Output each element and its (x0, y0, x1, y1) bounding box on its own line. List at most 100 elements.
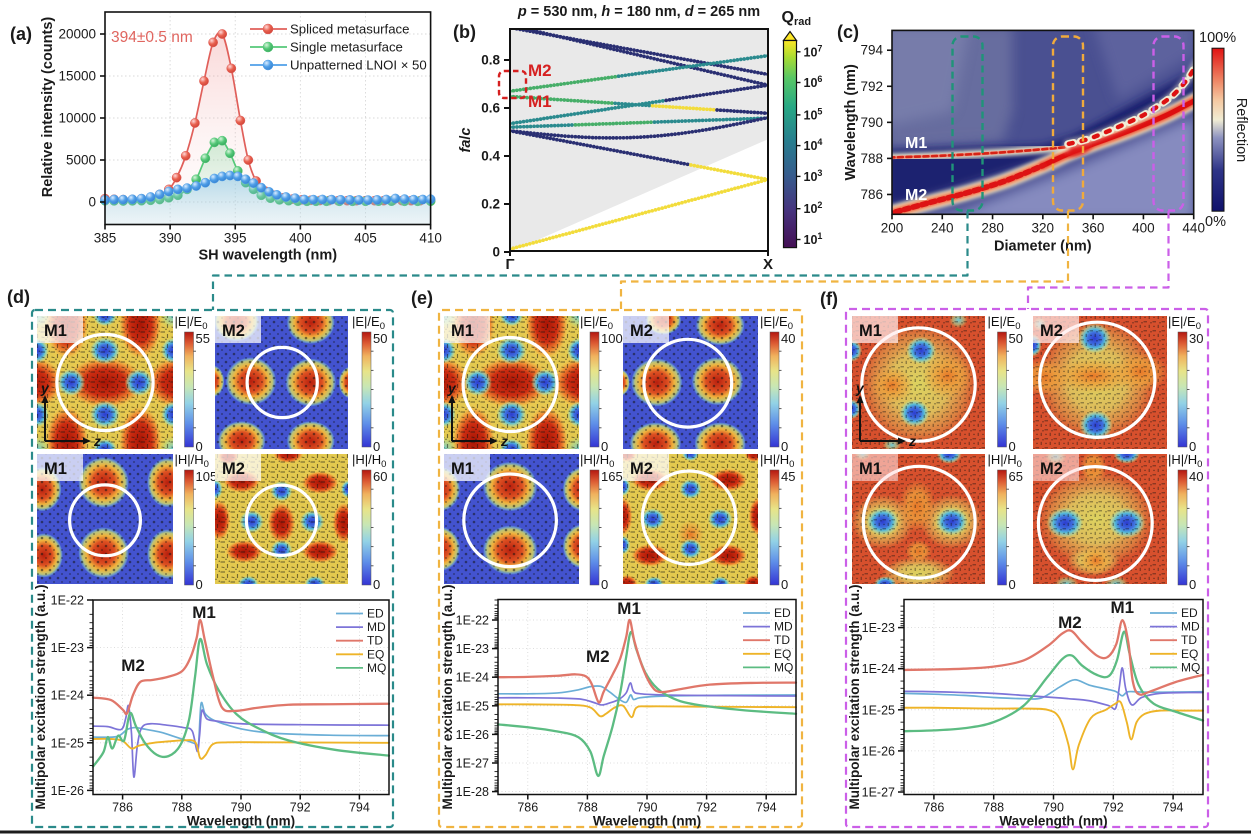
svg-text:1E-28: 1E-28 (456, 785, 489, 799)
svg-text:X: X (763, 256, 773, 273)
svg-text:M1: M1 (451, 322, 474, 340)
svg-text:Reflection: Reflection (1233, 98, 1249, 162)
svg-text:Γ: Γ (505, 256, 514, 273)
svg-text:5000: 5000 (66, 153, 96, 168)
svg-text:ED: ED (367, 607, 384, 621)
svg-text:EQ: EQ (367, 647, 384, 661)
svg-text:0: 0 (373, 439, 380, 454)
svg-text:65: 65 (1009, 469, 1023, 484)
svg-text:1E-26: 1E-26 (51, 784, 84, 798)
svg-text:1E-25: 1E-25 (862, 703, 895, 717)
svg-text:10000: 10000 (58, 111, 96, 126)
svg-text:105: 105 (196, 469, 218, 484)
svg-text:1E-24: 1E-24 (456, 671, 489, 685)
svg-text:1E-23: 1E-23 (456, 642, 489, 656)
svg-text:(e): (e) (411, 288, 433, 308)
svg-text:M1: M1 (451, 460, 474, 478)
svg-text:0: 0 (196, 439, 203, 454)
svg-text:794: 794 (349, 801, 370, 815)
svg-text:1E-23: 1E-23 (862, 621, 895, 635)
svg-text:786: 786 (112, 801, 133, 815)
svg-text:385: 385 (94, 231, 117, 246)
svg-text:MQ: MQ (367, 661, 386, 675)
svg-text:z: z (908, 433, 916, 449)
svg-text:0: 0 (88, 195, 96, 210)
svg-text:0: 0 (1009, 439, 1016, 454)
svg-text:TD: TD (367, 634, 383, 648)
svg-text:M1: M1 (1110, 598, 1134, 617)
svg-text:1E-27: 1E-27 (862, 786, 895, 800)
svg-text:1E-24: 1E-24 (51, 689, 84, 703)
svg-text:|H|/H0: |H|/H0 (760, 452, 794, 470)
svg-text:SH wavelength (nm): SH wavelength (nm) (199, 248, 338, 264)
svg-text:|H|/H0: |H|/H0 (175, 452, 209, 470)
svg-text:50: 50 (1009, 331, 1023, 346)
svg-text:20000: 20000 (58, 27, 96, 42)
svg-text:394±0.5 nm: 394±0.5 nm (111, 29, 193, 46)
svg-text:EQ: EQ (774, 647, 791, 661)
svg-text:Unpatterned LNOI × 50: Unpatterned LNOI × 50 (290, 58, 427, 73)
svg-text:|H|/H0: |H|/H0 (1168, 452, 1202, 470)
svg-text:280: 280 (981, 220, 1004, 235)
svg-text:Spliced metasurface: Spliced metasurface (290, 22, 409, 37)
svg-text:M2: M2 (630, 460, 653, 478)
svg-text:240: 240 (931, 220, 954, 235)
svg-text:100: 100 (601, 331, 623, 346)
svg-text:1E-26: 1E-26 (456, 728, 489, 742)
svg-text:M2: M2 (121, 656, 145, 675)
svg-text:M2: M2 (222, 322, 245, 340)
svg-text:|E|/E0: |E|/E0 (352, 314, 385, 332)
svg-text:M1: M1 (859, 322, 882, 340)
svg-text:z: z (93, 433, 101, 449)
svg-text:MQ: MQ (774, 660, 793, 674)
svg-text:y: y (447, 380, 457, 396)
svg-text:400: 400 (289, 231, 312, 246)
svg-text:788: 788 (577, 801, 598, 815)
svg-text:0: 0 (1189, 439, 1196, 454)
svg-text:45: 45 (781, 469, 795, 484)
svg-text:792: 792 (696, 801, 717, 815)
svg-text:Wavelength (nm): Wavelength (nm) (187, 814, 295, 829)
svg-text:1E-27: 1E-27 (456, 757, 489, 771)
svg-text:0.8: 0.8 (481, 53, 500, 68)
svg-text:M2: M2 (528, 61, 552, 80)
svg-text:(b): (b) (453, 22, 476, 42)
svg-text:|E|/E0: |E|/E0 (1168, 314, 1201, 332)
svg-text:Single metasurface: Single metasurface (290, 40, 403, 55)
svg-text:790: 790 (231, 801, 252, 815)
svg-text:55: 55 (196, 331, 210, 346)
svg-text:y: y (855, 380, 865, 396)
svg-text:40: 40 (781, 331, 795, 346)
svg-text:(a): (a) (10, 24, 32, 44)
svg-text:790: 790 (860, 115, 883, 130)
svg-text:|H|/H0: |H|/H0 (352, 452, 386, 470)
svg-text:792: 792 (860, 79, 883, 94)
svg-text:1E-25: 1E-25 (51, 736, 84, 750)
svg-text:|E|/E0: |E|/E0 (988, 314, 1021, 332)
svg-text:405: 405 (354, 231, 377, 246)
svg-text:Wavelength (nm): Wavelength (nm) (999, 814, 1107, 829)
svg-text:p = 530 nm, h = 180 nm, d = 26: p = 530 nm, h = 180 nm, d = 265 nm (517, 4, 760, 20)
svg-text:M2: M2 (905, 187, 927, 204)
svg-text:|E|/E0: |E|/E0 (760, 314, 793, 332)
svg-text:786: 786 (517, 801, 538, 815)
svg-text:fa/c: fa/c (458, 127, 474, 152)
svg-text:|H|/H0: |H|/H0 (988, 452, 1022, 470)
svg-text:360: 360 (1082, 220, 1105, 235)
svg-text:z: z (500, 433, 508, 449)
svg-text:0: 0 (781, 577, 788, 592)
svg-text:0: 0 (373, 577, 380, 592)
svg-text:M1: M1 (44, 460, 67, 478)
svg-text:M1: M1 (617, 599, 641, 618)
svg-text:0: 0 (196, 577, 203, 592)
svg-text:MD: MD (367, 620, 386, 634)
svg-text:0%: 0% (1205, 214, 1226, 230)
svg-text:100%: 100% (1199, 30, 1236, 46)
svg-text:y: y (40, 380, 50, 396)
svg-text:Multipolar excitation strength: Multipolar excitation strength (a.u.) (847, 584, 862, 809)
svg-text:Wavelength (nm): Wavelength (nm) (843, 64, 859, 180)
svg-text:0: 0 (1189, 577, 1196, 592)
svg-text:0: 0 (601, 439, 608, 454)
svg-text:M1: M1 (528, 92, 552, 111)
svg-text:M2: M2 (222, 460, 245, 478)
